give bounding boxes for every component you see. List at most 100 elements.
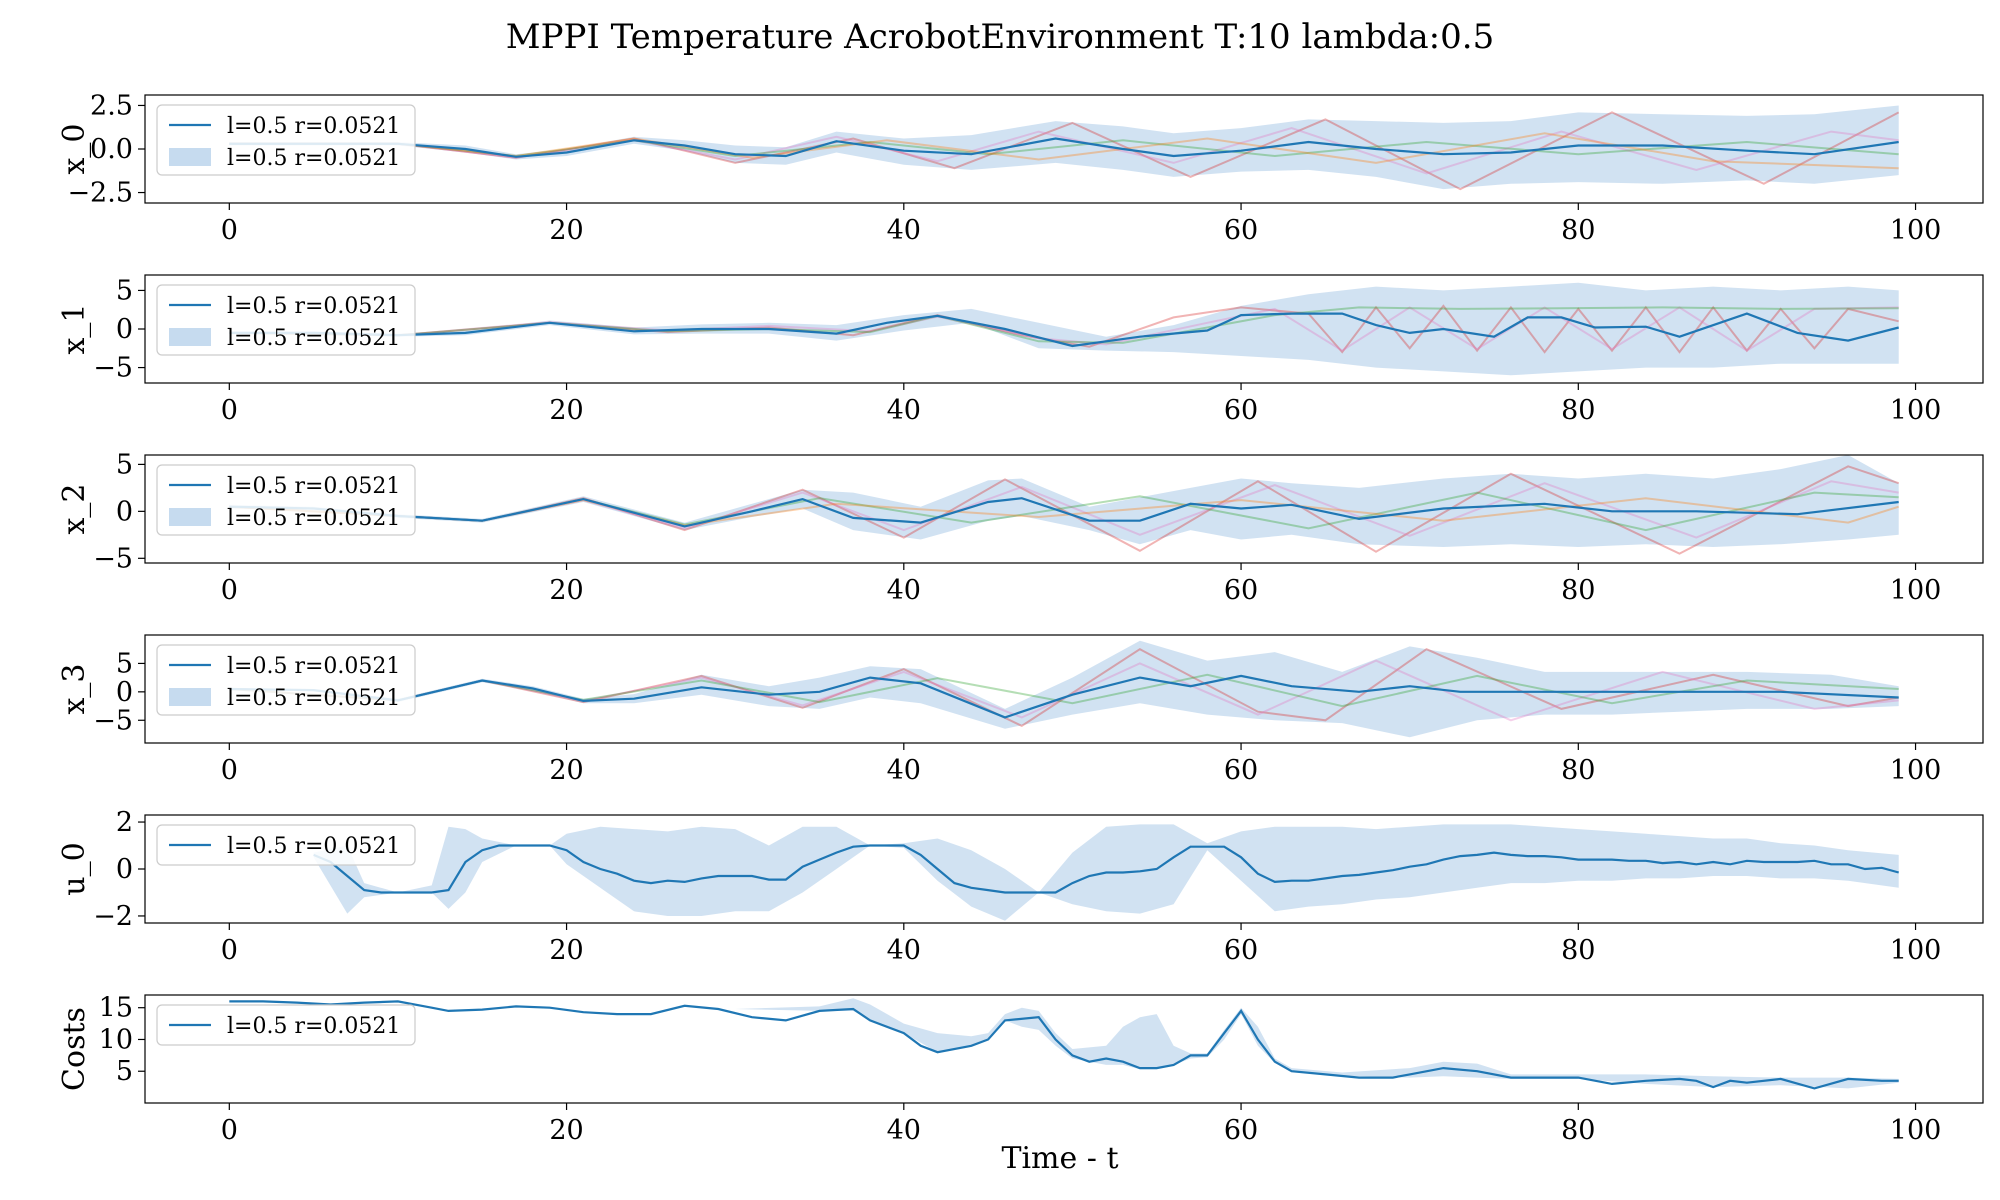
mean-line <box>229 137 1899 158</box>
subplots: 0 20 40 60 80 100−2.50.02.5x_0 l=0.5 r=0.0521l… <box>57 90 1984 1146</box>
plot-area <box>229 282 1899 376</box>
y-tick-label: 2 <box>116 807 133 838</box>
confidence-band <box>229 640 1899 738</box>
y-axis-label: x_3 <box>57 663 92 714</box>
y-tick-label: −5 <box>93 705 133 736</box>
x-tick-label: 40 <box>887 575 921 606</box>
legend-label: l=0.5 r=0.0521 <box>227 834 400 859</box>
y-axis-label: x_2 <box>57 483 92 534</box>
x-tick-label: 100 <box>1890 575 1942 606</box>
x-tick-label: 60 <box>1224 575 1258 606</box>
confidence-band <box>229 282 1899 376</box>
y-tick-label: 5 <box>116 275 133 306</box>
confidence-band <box>229 105 1899 190</box>
x-tick-label: 20 <box>549 395 583 426</box>
x-tick-label: 60 <box>1224 755 1258 786</box>
y-tick-label: −2.5 <box>67 178 133 209</box>
legend: l=0.5 r=0.0521 <box>156 824 416 866</box>
y-tick-label: 15 <box>99 993 133 1024</box>
x-tick-label: 20 <box>549 935 583 966</box>
x-tick-label: 100 <box>1890 395 1942 426</box>
x-tick-label: 0 <box>221 395 238 426</box>
mean-line <box>229 1000 1899 1090</box>
legend-band-swatch <box>169 688 211 706</box>
x-tick-label: 20 <box>549 575 583 606</box>
y-tick-label: 5 <box>116 648 133 679</box>
axes-frame <box>144 454 1984 564</box>
y-tick-label: 10 <box>99 1024 133 1055</box>
confidence-band <box>229 998 1899 1089</box>
legend-label: l=0.5 r=0.0521 <box>227 654 400 679</box>
y-tick-label: −5 <box>93 353 133 384</box>
x-tick-label: 60 <box>1224 935 1258 966</box>
x-tick-label: 40 <box>887 215 921 246</box>
x-tick-label: 80 <box>1561 935 1595 966</box>
x-tick-label: 80 <box>1561 215 1595 246</box>
x-tick-label: 0 <box>221 575 238 606</box>
sample-trajectory <box>229 127 1899 175</box>
y-tick-label: 0 <box>116 314 133 345</box>
legend-box <box>156 284 416 356</box>
legend: l=0.5 r=0.0521 l=0.5 r=0.0521 <box>156 104 416 176</box>
x-tick-label: 20 <box>549 215 583 246</box>
y-tick-label: 5 <box>116 1056 133 1087</box>
legend-band-swatch <box>169 508 211 526</box>
y-axis-label: u_0 <box>57 842 92 895</box>
legend-label: l=0.5 r=0.0521 <box>227 114 400 139</box>
figure-title: MPPI Temperature AcrobotEnvironment T:10… <box>506 17 1494 57</box>
x-tick-label: 100 <box>1890 935 1942 966</box>
y-tick-label: 0 <box>116 677 133 708</box>
y-tick-label: −2 <box>93 901 133 932</box>
x-tick-label: 20 <box>549 1115 583 1146</box>
plot-area <box>229 640 1899 738</box>
x-tick-label: 0 <box>221 935 238 966</box>
confidence-band <box>229 455 1899 547</box>
y-axis-label: Costs <box>57 1007 92 1091</box>
plot-area <box>229 998 1899 1090</box>
legend-box <box>156 824 416 866</box>
mean-line <box>313 844 1899 894</box>
axes-frame <box>144 994 1984 1104</box>
legend-box <box>156 644 416 716</box>
mean-line <box>229 497 1899 528</box>
y-tick-label: 0 <box>116 854 133 885</box>
y-tick-label: 0.0 <box>90 134 133 165</box>
legend: l=0.5 r=0.0521 l=0.5 r=0.0521 <box>156 464 416 536</box>
y-axis-label: x_0 <box>57 123 92 174</box>
x-tick-label: 60 <box>1224 215 1258 246</box>
mean-line <box>229 674 1899 719</box>
legend-band-swatch <box>169 328 211 346</box>
legend-label: l=0.5 r=0.0521 <box>227 1014 400 1039</box>
sample-trajectory <box>229 659 1899 722</box>
legend-label: l=0.5 r=0.0521 <box>227 294 400 319</box>
x-tick-label: 20 <box>549 755 583 786</box>
x-tick-label: 80 <box>1561 1115 1595 1146</box>
subplot-u_0: 0 20 40 60 80 100 −2 0 2 u_0 l=0.5 r=0.0521 <box>57 807 1984 966</box>
legend-box <box>156 1004 416 1046</box>
x-tick-label: 40 <box>887 935 921 966</box>
x-tick-label: 100 <box>1890 215 1942 246</box>
legend-band-swatch <box>169 148 211 166</box>
legend-box <box>156 464 416 536</box>
x-tick-label: 80 <box>1561 395 1595 426</box>
y-axis-label: x_1 <box>57 303 92 354</box>
legend-box <box>156 104 416 176</box>
y-tick-label: 2.5 <box>90 90 133 121</box>
x-tick-label: 100 <box>1890 755 1942 786</box>
legend-label: l=0.5 r=0.0521 <box>227 474 400 499</box>
sample-trajectory <box>229 306 1899 344</box>
x-tick-label: 100 <box>1890 1115 1942 1146</box>
axes-frame <box>144 634 1984 744</box>
legend-label: l=0.5 r=0.0521 <box>227 326 400 351</box>
legend-label: l=0.5 r=0.0521 <box>227 146 400 171</box>
x-tick-label: 60 <box>1224 395 1258 426</box>
x-tick-label: 40 <box>887 395 921 426</box>
x-tick-label: 0 <box>221 755 238 786</box>
legend-label: l=0.5 r=0.0521 <box>227 506 400 531</box>
x-tick-label: 80 <box>1561 755 1595 786</box>
subplot-x_1: 0 20 40 60 80 100 −5 0 5 x_1 l=0.5 r=0.0521 l=0.5 r… <box>57 274 1984 426</box>
